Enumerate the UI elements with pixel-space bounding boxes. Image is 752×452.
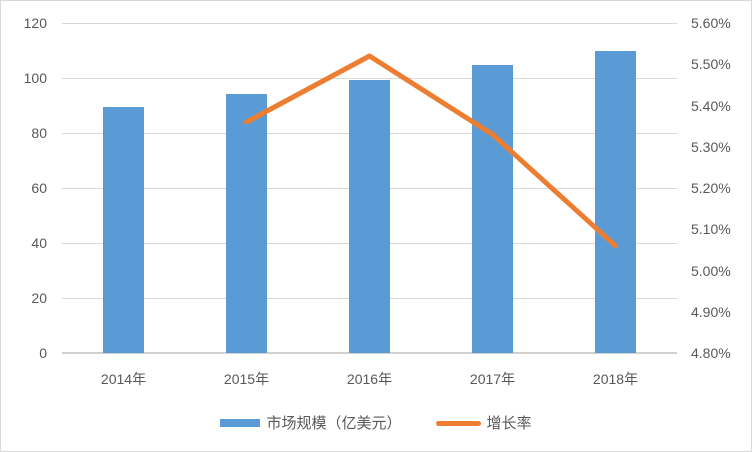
market-size-bar-2018年 xyxy=(595,50,636,353)
gridline xyxy=(62,77,677,79)
right-axis: 5.60% 5.50% 5.40% 5.30% 5.20% 5.10% 5.00% 4.90%… xyxy=(691,16,751,360)
market-size-bar-2015年 xyxy=(226,93,267,353)
right-axis-tick: 5.50% xyxy=(691,56,731,73)
left-axis-tick: 60 xyxy=(31,180,47,196)
right-axis-tick: 5.00% xyxy=(691,262,731,279)
legend-label-market-size: 市场规模（亿美元） xyxy=(266,414,402,432)
legend: 市场规模（亿美元） 增长率 xyxy=(1,409,751,437)
x-axis-label: 2018年 xyxy=(592,371,639,387)
market-size-bar-2017年 xyxy=(472,65,513,353)
x-axis-label: 2014年 xyxy=(100,371,147,387)
right-axis-tick: 5.30% xyxy=(691,138,731,155)
legend-item-growth-rate: 增长率 xyxy=(435,414,532,432)
x-axis-label: 2016年 xyxy=(346,371,393,387)
bar-series-swatch-icon xyxy=(220,419,261,427)
left-axis-tick: 80 xyxy=(31,125,47,141)
x-axis: 2014年 2015年 2016年 2017年 2018年 xyxy=(62,367,677,391)
left-axis: 120 100 80 60 40 20 0 xyxy=(1,16,47,360)
x-axis-label: 2015年 xyxy=(223,371,270,387)
left-axis-tick: 40 xyxy=(31,235,47,251)
growth-rate-line xyxy=(244,53,618,249)
right-axis-tick: 4.80% xyxy=(691,345,731,361)
right-axis-tick: 5.40% xyxy=(691,97,731,114)
left-axis-tick: 20 xyxy=(31,290,47,306)
legend-item-market-size: 市场规模（亿美元） xyxy=(220,414,402,432)
market-size-bar-2016年 xyxy=(349,79,390,353)
left-axis-tick: 100 xyxy=(23,70,47,86)
left-axis-tick: 120 xyxy=(23,15,47,31)
right-axis-tick: 5.60% xyxy=(691,15,731,31)
market-size-bar-2014年 xyxy=(103,107,144,353)
x-axis-line xyxy=(62,352,677,354)
plot-area xyxy=(62,22,677,354)
right-axis-tick: 5.20% xyxy=(691,180,731,196)
growth-rate-line-layer xyxy=(244,53,618,249)
x-axis-label: 2017年 xyxy=(469,371,516,387)
line-series-swatch-icon xyxy=(435,420,481,426)
gridline xyxy=(62,22,677,24)
right-axis-tick: 4.90% xyxy=(691,303,731,320)
left-axis-tick: 0 xyxy=(39,345,47,361)
right-axis-tick: 5.10% xyxy=(691,221,731,238)
legend-label-growth-rate: 增长率 xyxy=(486,414,532,432)
